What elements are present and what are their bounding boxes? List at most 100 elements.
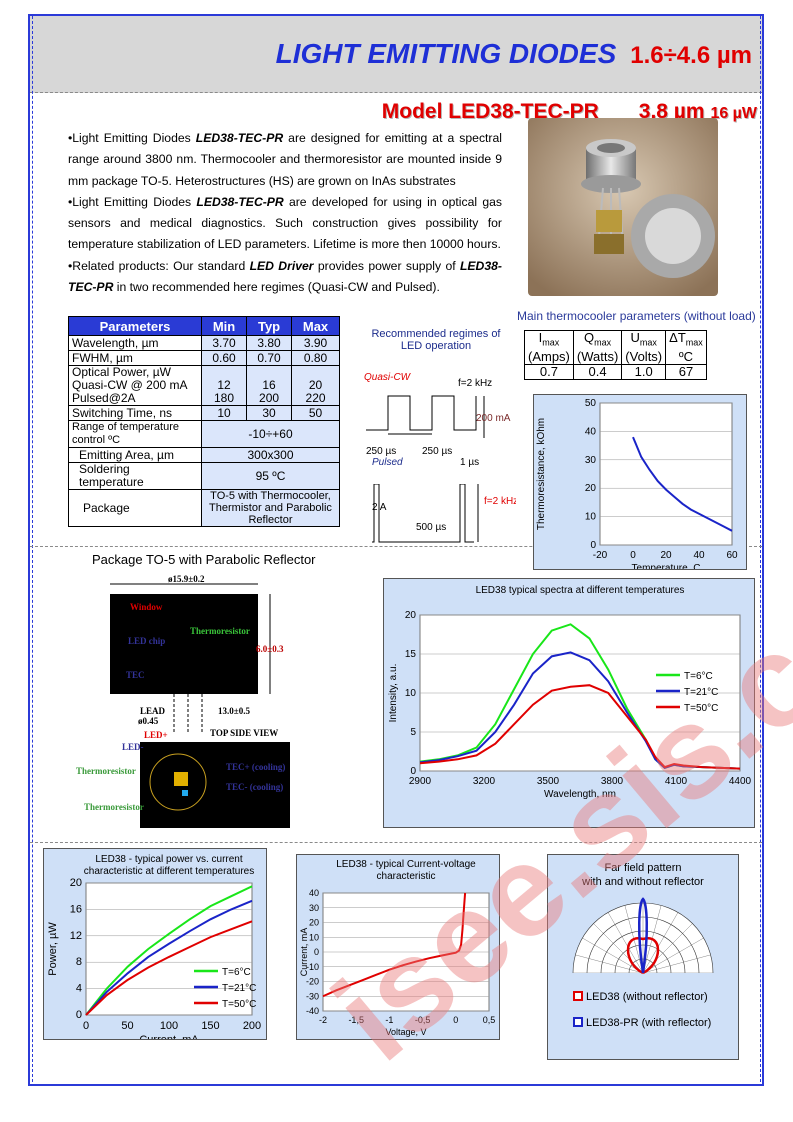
pulsed-diagram: 2 A f=2 kHz 500 µs (372, 484, 516, 543)
freq2-label: f=2 kHz (484, 496, 516, 507)
polar-mask (568, 973, 718, 1047)
x-axis-label: Current, mA (139, 1034, 199, 1039)
x-axis-label: Voltage, V (385, 1027, 426, 1037)
table-row: Emitting Area, µm 300x300 (68, 447, 340, 463)
svg-text:Thermoresistor: Thermoresistor (76, 766, 136, 776)
quasi-label: Quasi-CW (364, 372, 412, 383)
svg-text:6.0±0.3: 6.0±0.3 (256, 644, 284, 654)
y-tick-label: 20 (405, 610, 417, 621)
y-tick-label: -20 (306, 977, 319, 987)
table-row: FWHM, µm 0.60 0.70 0.80 (68, 350, 340, 366)
y-axis-label: Current, mA (299, 928, 309, 977)
svg-text:LED+: LED+ (144, 730, 168, 740)
x-tick-label: 0 (453, 1015, 458, 1025)
series-line (322, 892, 467, 998)
series-line (85, 920, 253, 1016)
thermocooler-caption: Main thermocooler parameters (without lo… (517, 309, 756, 323)
y-tick-label: 5 (410, 727, 416, 738)
chart-title: LED38 - typical Current-voltage (336, 859, 476, 870)
svg-text:Thermoresistor: Thermoresistor (190, 626, 250, 636)
chart-title: LED38 - typical power vs. current (95, 854, 243, 865)
svg-text:TOP SIDE VIEW: TOP SIDE VIEW (210, 728, 278, 738)
y-tick-label: 50 (585, 398, 597, 409)
iv-chart: -40 -30 -20 -10 0 10 20 30 40 -2 -1,5 -1 -0,5 0 0,5 Vol… (296, 854, 500, 1040)
table-row: Switching Time, ns 10 30 50 (68, 405, 340, 421)
x-tick-label: -20 (593, 550, 608, 561)
series-pattern (637, 897, 649, 974)
page-title: LIGHT EMITTING DIODES 1.6÷4.6 µm (275, 38, 752, 69)
chart-subtitle: with and without reflector (581, 876, 704, 888)
y-axis-label: Power, µW (47, 922, 59, 976)
x-axis-label: Temperature, C (632, 563, 701, 569)
legend-swatch (573, 991, 583, 1001)
section-divider (30, 546, 762, 548)
svg-text:Window: Window (130, 602, 163, 612)
frame-dash-left (32, 16, 34, 1082)
y-tick-label: 30 (309, 903, 319, 913)
y-tick-label: 12 (70, 930, 82, 942)
x-tick-label: 4400 (729, 776, 752, 787)
y-axis-label: Intensity, a.u. (388, 664, 399, 723)
package-drawing: ø15.9±0.2 Window Thermoresistor LED chip… (76, 574, 290, 828)
legend-label: T=21°C (684, 687, 718, 698)
svg-text:TEC: TEC (126, 670, 145, 680)
svg-text:LED-: LED- (122, 742, 144, 752)
svg-text:13.0±0.5: 13.0±0.5 (218, 706, 250, 716)
description: •Light Emitting Diodes LED38-TEC-PR are … (68, 131, 502, 295)
series-line (85, 899, 253, 1016)
power-current-chart: 048121620050100150200Current, mAPower, µ… (43, 848, 267, 1046)
current2-label: 2 A (372, 502, 387, 513)
t4-label: 500 µs (416, 522, 446, 533)
y-tick-label: 0 (76, 1009, 82, 1021)
x-tick-label: 60 (726, 550, 738, 561)
y-tick-label: 10 (405, 688, 417, 699)
freq1-label: f=2 kHz (458, 378, 492, 389)
x-tick-label: -1,5 (348, 1015, 364, 1025)
x-tick-label: 3200 (473, 776, 496, 787)
svg-text:TEC- (cooling): TEC- (cooling) (226, 782, 283, 792)
current1-label: 200 mA (476, 413, 511, 424)
chart-title: characteristic at different temperatures (84, 866, 254, 877)
x-tick-label: 0 (83, 1020, 89, 1032)
page-frame (28, 14, 764, 1086)
y-tick-label: 20 (309, 918, 319, 928)
y-tick-label: 0 (314, 947, 319, 957)
series-pattern (626, 937, 660, 975)
y-tick-label: 40 (309, 888, 319, 898)
y-tick-label: 4 (76, 983, 82, 995)
chart-title: characteristic (377, 871, 436, 882)
thermoresistance-chart: 0 10 20 30 40 50 -20 0 20 40 60 Temperature, C Therm… (533, 394, 747, 574)
table-row: Package TO-5 with Thermocooler, Thermistor… (68, 489, 340, 527)
x-tick-label: 20 (660, 550, 672, 561)
frame-dash-right (760, 16, 762, 1082)
legend-label: T=6°C (222, 967, 251, 978)
svg-text:LEAD: LEAD (140, 706, 166, 716)
x-tick-label: 0,5 (483, 1015, 496, 1025)
x-tick-label: -0,5 (415, 1015, 431, 1025)
legend-label: T=50°C (684, 703, 718, 714)
y-axis-label: Thermoresistance, kOhm (536, 418, 547, 530)
svg-text:LED chip: LED chip (128, 636, 165, 646)
table-row: Optical Power, µW Quasi-CW @ 200 mA Pulsed… (68, 365, 340, 406)
y-tick-label: 8 (76, 956, 82, 968)
y-tick-label: 10 (585, 512, 597, 523)
pulsed-label: Pulsed (372, 457, 403, 468)
model-title: Model LED38-TEC-PR 3.8 µm 16 µW (381, 100, 757, 123)
svg-text:ø0.45: ø0.45 (138, 716, 159, 726)
legend-label: LED38-PR (with reflector) (586, 1017, 711, 1029)
legend-label: T=50°C (222, 999, 256, 1010)
x-axis-label: Wavelength, nm (544, 789, 616, 800)
x-tick-label: 2900 (409, 776, 432, 787)
page-header: LIGHT EMITTING DIODES 1.6÷4.6 µm (30, 16, 762, 93)
parameters-table: Parameters Min Typ Max Wavelength, µm 3.7… (68, 316, 340, 527)
t1-label: 250 µs (366, 446, 396, 457)
svg-text:Thermoresistor: Thermoresistor (84, 802, 144, 812)
table-row: Range of temperature control ºC -10÷+60 (68, 420, 340, 448)
x-tick-label: 3800 (601, 776, 624, 787)
plot-area (599, 402, 733, 546)
package-caption: Package TO-5 with Parabolic Reflector (92, 552, 316, 567)
x-tick-label: 4100 (665, 776, 688, 787)
legend-label: T=21°C (222, 983, 256, 994)
t3-label: 1 µs (460, 457, 479, 468)
spectral-range: 1.6÷4.6 µm (630, 42, 752, 69)
